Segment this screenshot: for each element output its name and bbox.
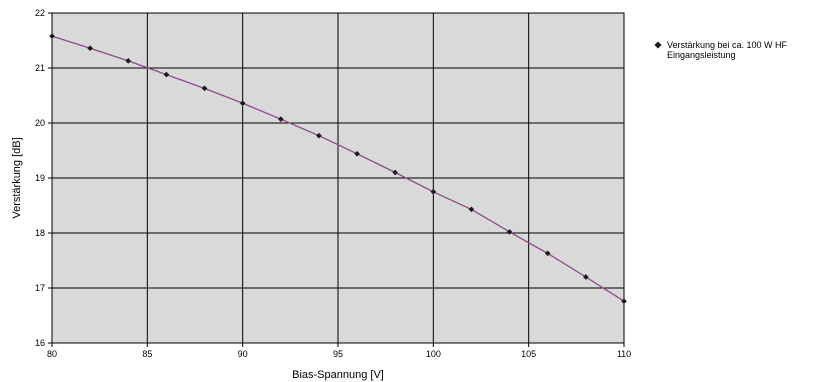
data-point (354, 150, 360, 157)
data-point (621, 298, 627, 305)
data-point (163, 71, 170, 78)
legend: Verstärkung bei ca. 100 W HF Eingangslei… (654, 40, 788, 60)
data-point (392, 169, 399, 176)
x-tick-label: 90 (238, 349, 248, 359)
y-tick-label: 19 (35, 173, 45, 183)
data-point (544, 250, 551, 257)
data-point (201, 85, 208, 92)
y-axis-ticks: 16 17 18 19 20 21 22 (35, 8, 52, 348)
data-point (239, 100, 246, 107)
x-tick-label: 85 (142, 349, 152, 359)
legend-marker (654, 41, 662, 49)
x-tick-label: 100 (426, 349, 441, 359)
legend-entry-line-2: Eingangsleistung (667, 50, 736, 60)
x-tick-label: 95 (333, 349, 343, 359)
data-point (316, 132, 322, 139)
y-tick-label: 16 (35, 338, 45, 348)
x-tick-label: 80 (47, 349, 57, 359)
x-tick-label: 110 (617, 349, 631, 359)
data-point (583, 274, 589, 280)
x-axis-label: Bias-Spannung [V] (292, 369, 384, 381)
x-axis-ticks: 80 85 90 95 100 105 110 (47, 343, 631, 359)
y-tick-label: 21 (35, 63, 45, 73)
data-point (468, 206, 475, 213)
y-tick-label: 20 (35, 118, 45, 128)
x-tick-label: 105 (521, 349, 536, 359)
series-line (51, 35, 625, 302)
data-point (430, 188, 437, 195)
y-axis-label: Verstärkung [dB] (11, 137, 23, 218)
data-point (506, 229, 513, 235)
data-point (125, 58, 132, 64)
legend-entry-line-1: Verstärkung bei ca. 100 W HF (667, 40, 788, 50)
y-tick-label: 22 (35, 8, 45, 18)
y-tick-label: 17 (35, 283, 45, 293)
data-point (277, 116, 284, 122)
series-layer (49, 33, 627, 305)
y-tick-label: 18 (35, 228, 45, 238)
